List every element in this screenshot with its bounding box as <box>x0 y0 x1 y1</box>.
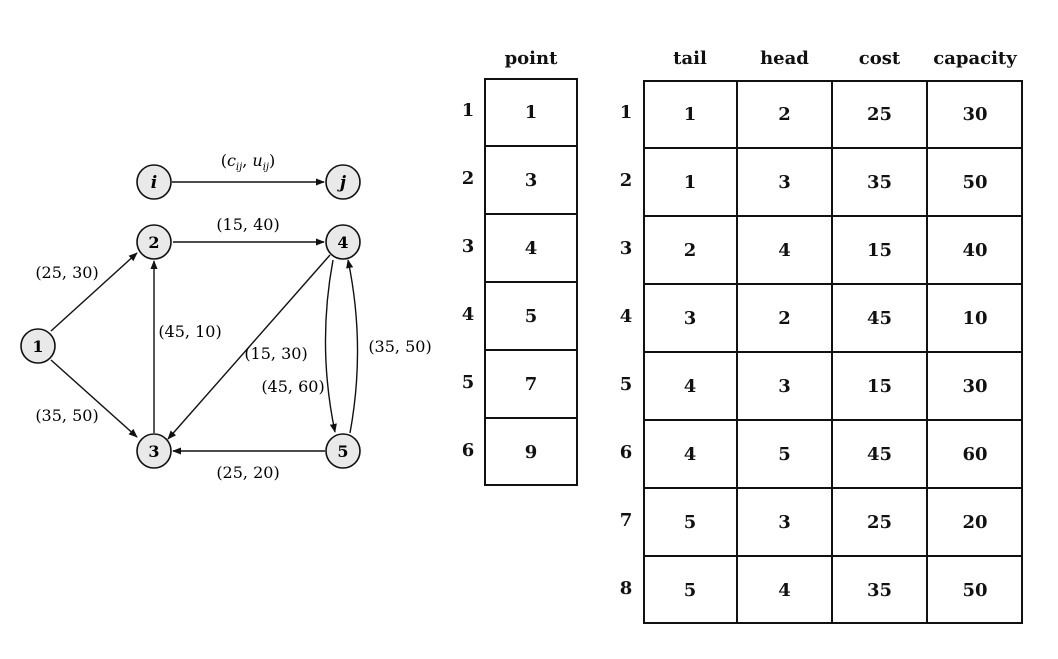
arc-table-cell-capacity: 40 <box>927 216 1023 284</box>
legend-cost-symbol: c <box>227 151 236 170</box>
legend-node-i-label: i <box>151 173 157 193</box>
edge-label-4-5: (45, 60) <box>261 377 324 396</box>
arc-table-cell-capacity: 20 <box>927 488 1023 556</box>
arc-table-cell-tail: 5 <box>643 556 737 624</box>
arc-table-cell-tail: 1 <box>643 148 737 216</box>
arc-table-cell-capacity: 30 <box>927 80 1023 148</box>
edge-1-3 <box>51 360 137 437</box>
arc-table-cell-cost: 45 <box>832 284 927 352</box>
edge-label-5-4: (35, 50) <box>368 337 431 356</box>
arc-table-cell-cost: 35 <box>832 148 927 216</box>
node-4: 4 <box>326 225 360 259</box>
edge-label-3-2: (45, 10) <box>158 322 221 341</box>
edge-4-5 <box>325 260 335 432</box>
arc-table-cell-head: 2 <box>737 80 832 148</box>
arc-table-header-head: head <box>737 48 832 69</box>
arc-table-cell-head: 4 <box>737 216 832 284</box>
point-table-cell: 4 <box>484 214 578 282</box>
point-table-row-index: 1 <box>458 100 478 121</box>
arc-table-cell-head: 5 <box>737 420 832 488</box>
arc-table-cell-tail: 4 <box>643 420 737 488</box>
arc-table-header-tail: tail <box>643 48 737 69</box>
nodes: 1 2 3 4 5 <box>21 225 360 468</box>
edge-label-1-3: (35, 50) <box>35 406 98 425</box>
point-table-row-index: 6 <box>458 440 478 461</box>
edge-label-4-3: (15, 30) <box>244 344 307 363</box>
arc-table-row-index: 7 <box>616 510 636 531</box>
arc-table-row-index: 5 <box>616 374 636 395</box>
node-5-label: 5 <box>337 442 348 461</box>
arc-table-row-index: 2 <box>616 170 636 191</box>
arc-table-header-capacity: capacity <box>927 48 1023 69</box>
arc-table-row-index: 1 <box>616 102 636 123</box>
arc-table-cell-capacity: 50 <box>927 148 1023 216</box>
arc-table-cell-head: 3 <box>737 148 832 216</box>
arc-table-cell-cost: 25 <box>832 80 927 148</box>
point-table-cell: 9 <box>484 418 578 486</box>
point-table-row-index: 4 <box>458 304 478 325</box>
arc-table-cell-cost: 35 <box>832 556 927 624</box>
arc-table-cell-tail: 1 <box>643 80 737 148</box>
arc-table-cell-cost: 15 <box>832 352 927 420</box>
point-table-header: point <box>484 48 578 69</box>
arc-table-cell-cost: 15 <box>832 216 927 284</box>
node-3-label: 3 <box>148 442 159 461</box>
legend-edge-label: (cij, uij) <box>221 151 276 173</box>
arc-table-cell-tail: 4 <box>643 352 737 420</box>
arc-table-cell-capacity: 50 <box>927 556 1023 624</box>
arc-table-cell-capacity: 10 <box>927 284 1023 352</box>
edge-5-4 <box>348 260 358 433</box>
arc-table-row-index: 3 <box>616 238 636 259</box>
node-2-label: 2 <box>148 233 159 252</box>
edge-labels: (25, 30) (35, 50) (15, 40) (45, 10) (15,… <box>35 215 431 482</box>
arc-table-header-cost: cost <box>832 48 927 69</box>
node-1: 1 <box>21 329 55 363</box>
legend: i j (cij, uij) <box>137 151 360 199</box>
node-1-label: 1 <box>32 337 43 356</box>
point-table-row-index: 2 <box>458 168 478 189</box>
arc-table-cell-head: 3 <box>737 488 832 556</box>
edge-label-1-2: (25, 30) <box>35 263 98 282</box>
arc-table-cell-head: 4 <box>737 556 832 624</box>
arc-table-cell-capacity: 30 <box>927 352 1023 420</box>
point-table-cell: 5 <box>484 282 578 350</box>
node-5: 5 <box>326 434 360 468</box>
point-table-cell: 1 <box>484 78 578 146</box>
arc-table-cell-tail: 5 <box>643 488 737 556</box>
arc-table-row-index: 4 <box>616 306 636 327</box>
arc-table-cell-tail: 3 <box>643 284 737 352</box>
edge-label-2-4: (15, 40) <box>216 215 279 234</box>
node-2: 2 <box>137 225 171 259</box>
arc-table-row-index: 8 <box>616 578 636 599</box>
arc-table-cell-head: 3 <box>737 352 832 420</box>
edge-label-5-3: (25, 20) <box>216 463 279 482</box>
node-4-label: 4 <box>337 233 348 252</box>
legend-capacity-symbol: u <box>252 151 262 170</box>
arc-table-cell-tail: 2 <box>643 216 737 284</box>
arc-table-cell-head: 2 <box>737 284 832 352</box>
point-table-row-index: 5 <box>458 372 478 393</box>
arc-table-cell-cost: 25 <box>832 488 927 556</box>
point-table-row-index: 3 <box>458 236 478 257</box>
arc-table-row-index: 6 <box>616 442 636 463</box>
arc-table-cell-capacity: 60 <box>927 420 1023 488</box>
node-3: 3 <box>137 434 171 468</box>
arc-table-cell-cost: 45 <box>832 420 927 488</box>
network-graph: i j (cij, uij) (25, 30) (35, 50) (15, 40… <box>0 0 440 520</box>
point-table-cell: 3 <box>484 146 578 214</box>
point-table-cell: 7 <box>484 350 578 418</box>
